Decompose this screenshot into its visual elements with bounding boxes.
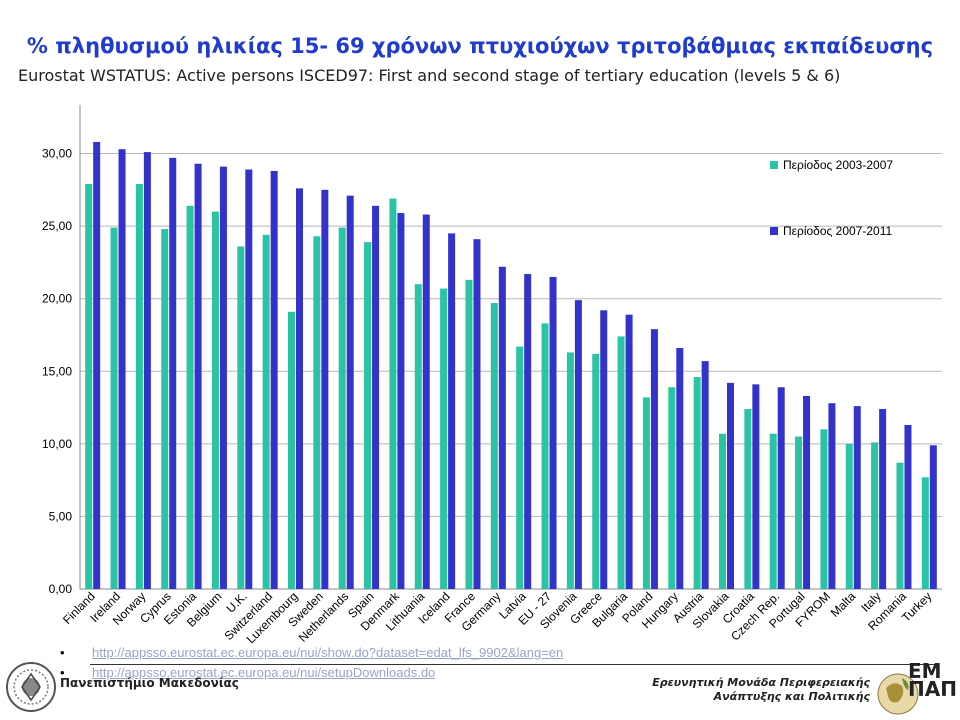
bar	[448, 233, 456, 589]
bar	[465, 279, 473, 589]
bar	[498, 266, 506, 589]
bar	[414, 284, 422, 589]
y-tick-label: 20,00	[42, 292, 72, 306]
bar	[524, 274, 532, 589]
globe-logo-icon	[877, 673, 919, 715]
y-tick-label: 0,00	[49, 582, 73, 596]
research-unit-line: Ερευνητική Μονάδα Περιφερειακής	[652, 676, 870, 689]
university-seal-icon	[6, 662, 56, 712]
bar	[364, 242, 372, 589]
bar	[879, 409, 887, 589]
legend-label: Περίοδος 2003-2007	[783, 158, 893, 172]
bar-chart: 0,005,0010,0015,0020,0025,0030,00Finland…	[42, 105, 942, 646]
chart-subtitle: Eurostat WSTATUS: Active persons ISCED97…	[18, 66, 841, 85]
y-tick-label: 10,00	[42, 437, 72, 451]
bar	[473, 239, 481, 589]
bar	[161, 229, 169, 590]
bar	[727, 382, 734, 589]
bar	[143, 152, 151, 589]
bar	[346, 195, 354, 589]
bar	[288, 311, 295, 589]
bar	[516, 346, 524, 589]
page-title: % πληθυσμού ηλικίας 15- 69 χρόνων πτυχιο…	[26, 34, 934, 58]
logo-wordmark: ΕΜ ΠΑΠ	[908, 659, 957, 701]
bar	[422, 214, 430, 589]
bar	[118, 149, 126, 589]
bar	[845, 443, 853, 589]
bar	[853, 406, 861, 589]
bar	[338, 227, 346, 589]
bar	[904, 424, 912, 589]
bar	[668, 387, 676, 589]
bar	[795, 436, 803, 589]
bar	[245, 169, 253, 589]
bar	[803, 395, 811, 589]
bar	[896, 462, 904, 589]
logo-line: ΠΑΠ	[908, 677, 957, 701]
bar	[135, 184, 143, 589]
bar	[769, 433, 777, 589]
bar	[85, 184, 93, 589]
bar	[321, 189, 329, 590]
research-unit-line: Ανάπτυξης και Πολιτικής	[713, 690, 870, 703]
bar	[871, 442, 879, 589]
bar	[313, 236, 321, 590]
bar	[676, 348, 684, 589]
logo-line: ΕΜ	[908, 659, 942, 683]
bar	[650, 329, 658, 589]
footer-divider	[90, 664, 935, 665]
university-name: Πανεπιστήμιο Μακεδονίας	[60, 676, 239, 690]
y-tick-label: 30,00	[42, 147, 72, 161]
bar	[262, 234, 270, 589]
bar	[541, 323, 549, 589]
source-link-item[interactable]: • http://appsso.eurostat.ec.europa.eu/nui…	[60, 665, 436, 680]
legend-swatch	[770, 227, 778, 235]
bar	[929, 445, 937, 589]
source-links: • http://appsso.eurostat.ec.europa.eu/nui…	[60, 643, 563, 683]
source-link[interactable]: http://appsso.eurostat.ec.europa.eu/nui/…	[92, 665, 436, 680]
source-link[interactable]: http://appsso.eurostat.ec.europa.eu/nui/…	[92, 645, 564, 660]
bar	[237, 246, 245, 589]
y-tick-label: 25,00	[42, 219, 72, 233]
bar	[752, 384, 760, 589]
legend-label: Περίοδος 2007-2011	[783, 224, 892, 238]
bar	[566, 352, 574, 589]
bar	[440, 288, 448, 589]
bar	[693, 377, 701, 589]
bar	[219, 166, 227, 590]
bar	[777, 387, 785, 589]
research-unit-name: Ερευνητική Μονάδα Περιφερειακής Ανάπτυξη…	[652, 676, 870, 704]
bar	[828, 403, 836, 589]
bar	[296, 188, 303, 589]
bar	[642, 397, 650, 589]
bar	[617, 336, 625, 589]
source-link-item[interactable]: • http://appsso.eurostat.ec.europa.eu/nui…	[60, 645, 564, 660]
bar	[600, 310, 608, 589]
bar	[372, 205, 380, 590]
bar	[744, 409, 752, 589]
bar	[389, 198, 397, 589]
bar	[820, 429, 828, 589]
bar	[211, 211, 219, 589]
bar	[719, 433, 726, 589]
bar	[625, 314, 633, 589]
bar	[186, 205, 194, 590]
y-tick-label: 5,00	[49, 509, 73, 523]
bar	[574, 300, 582, 589]
bar	[194, 163, 202, 589]
bar	[701, 361, 709, 589]
legend-swatch	[770, 161, 778, 169]
bar	[921, 477, 929, 589]
bar	[93, 141, 101, 589]
x-tick-label: Malta	[828, 589, 859, 620]
bar	[549, 276, 557, 589]
bar	[110, 227, 118, 589]
bar	[592, 353, 600, 589]
bar	[490, 303, 498, 589]
bar	[270, 170, 278, 590]
bar	[397, 213, 405, 590]
y-tick-label: 15,00	[42, 364, 72, 378]
bar	[169, 157, 177, 589]
